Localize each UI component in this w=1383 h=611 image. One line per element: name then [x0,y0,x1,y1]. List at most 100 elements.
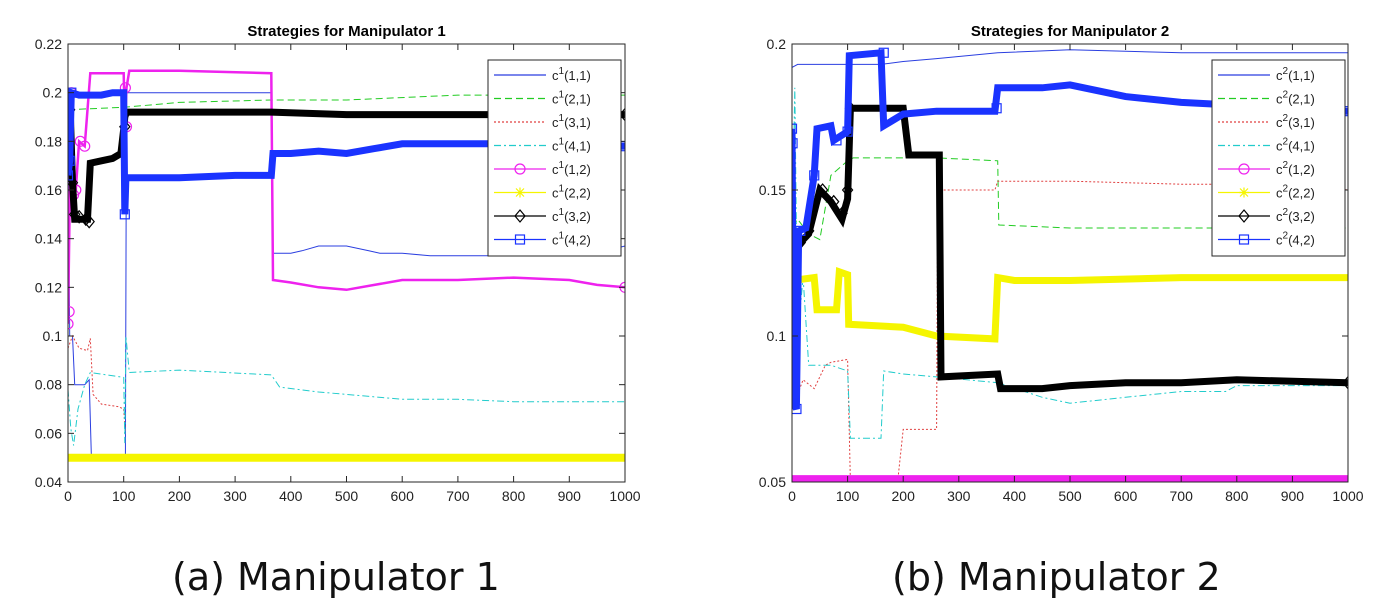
series-c2-3-2-marker [1342,375,1348,390]
legend-marker [1238,209,1250,223]
y-tick-label: 0.12 [35,279,62,295]
legend-label: c2(3,1) [1276,113,1315,130]
chart-manipulator-1: Strategies for Manipulator 1 0 100 200 300 40… [35,23,641,504]
x-tick-label: 700 [446,488,470,504]
legend: c2(1,1) c2(2,1) c2(3,1) c2(4,1) c2(1,2) c2(2,… [1211,59,1346,257]
panel-manipulator-1: Strategies for Manipulator 1 0 100 200 300 40… [35,23,641,599]
series-c1-4-2-line [68,88,625,215]
panel-manipulator-2: Strategies for Manipulator 2 0 100 200 300 40… [692,0,1383,611]
x-tick-label: 400 [279,488,303,504]
series-c1-1-2-marker [68,306,75,318]
x-tick-label: 200 [168,488,192,504]
series-c2-4-2-marker [795,225,806,236]
chart-title: Strategies for Manipulator 1 [247,23,445,40]
series-c2-4-2-marker [809,170,820,181]
legend-label: c1(4,2) [552,231,591,248]
y-tick-label: 0.1 [767,328,787,344]
series-c2-4-2-marker [842,126,853,137]
series-c2-3-1-line [792,180,1348,482]
x-tick-label: 100 [112,488,136,504]
legend-marker [515,187,525,198]
x-tick-label: 300 [223,488,247,504]
series-c1-4-2-marker [68,170,74,181]
legend-label: c1(1,2) [552,160,591,177]
legend: c1(1,1) c1(2,1) c1(3,1) c1(4,1) c1(1,2) c1(2,… [487,59,622,257]
y-tick-label: 0.05 [759,474,786,490]
y-tick-label: 0.2 [43,85,63,101]
series-c1-1-2-marker [79,140,91,152]
series-c2-2-2-line [792,266,1348,343]
legend-label: c2(2,2) [1276,184,1315,201]
x-tick-label: 500 [1058,488,1082,504]
x-tick-label: 1000 [1332,488,1363,504]
chart-title: Strategies for Manipulator 2 [971,23,1169,40]
x-tick-label: 0 [788,488,796,504]
legend-marker [514,234,526,245]
y-tick-label: 0.06 [35,425,62,441]
legend-label: c1(2,2) [552,184,591,201]
x-tick-label: 800 [1225,488,1249,504]
legend-marker [1238,234,1250,245]
y-tick-label: 0.2 [767,36,787,52]
y-tick-label: 0.22 [35,36,62,52]
x-tick-label: 800 [502,488,526,504]
series-c2-1-1-line [792,49,1348,68]
x-tick-label: 500 [335,488,359,504]
legend-label: c1(1,1) [552,66,591,83]
series-c1-3-1-line [68,334,126,434]
series-c2-4-1-line [792,87,1348,439]
x-tick-label: 200 [892,488,916,504]
series-c2-4-2-marker [792,398,799,409]
caption-manipulator-2: (b) Manipulator 2 [892,555,1221,599]
y-tick-label: 0.1 [43,328,63,344]
series-c1-3-2-marker [619,107,625,122]
legend-label: c1(3,1) [552,113,591,130]
x-tick-label: 1000 [609,488,640,504]
series-c1-4-1-line [68,335,625,446]
legend-label: c2(1,1) [1276,66,1315,83]
series-c2-4-2-marker [792,138,798,149]
series-c1-1-1-line [68,92,625,459]
x-tick-label: 600 [391,488,415,504]
y-tick-label: 0.16 [35,182,62,198]
series-c1-4-2-marker [68,87,77,98]
series-c1-1-2-marker [68,318,74,330]
x-tick-label: 300 [947,488,971,504]
caption-manipulator-1: (a) Manipulator 1 [172,555,500,599]
legend-label: c2(4,1) [1276,137,1315,154]
legend-label: c2(1,2) [1276,160,1315,177]
y-tick-label: 0.04 [35,474,62,490]
series-c2-3-2-line [792,104,1348,393]
x-tick-label: 0 [64,488,72,504]
series-c2-3-2-marker [816,183,829,197]
legend-box [1211,59,1346,257]
legend-label: c1(3,2) [552,207,591,224]
y-tick-label: 0.08 [35,377,62,393]
series-c2-3-2-marker [841,183,854,197]
series-c2-4-2-marker [792,403,802,415]
legend-label: c2(2,1) [1276,90,1315,107]
series-c1-4-2-marker [68,155,75,166]
series-c1-3-2-marker [73,209,85,224]
series-c2-4-2-marker [831,135,842,146]
series-group [68,69,625,462]
x-tick-label: 100 [836,488,860,504]
chart-manipulator-2: Strategies for Manipulator 2 0 100 200 300 40… [759,23,1364,504]
series-c1-3-2-marker [83,214,95,229]
x-tick-label: 600 [1114,488,1138,504]
y-tick-label: 0.15 [759,182,786,198]
series-c1-3-2-marker [80,212,92,227]
y-tick-label: 0.14 [35,231,62,247]
x-tick-label: 900 [558,488,582,504]
legend-marker [1239,187,1249,198]
x-tick-label: 900 [1281,488,1305,504]
series-c2-4-2-marker [878,47,889,58]
series-c2-4-2-marker [792,123,798,134]
y-tick-label: 0.18 [35,133,62,149]
legend-marker [1238,163,1250,175]
x-tick-label: 700 [1170,488,1194,504]
legend-marker [514,209,526,223]
legend-label: c2(4,2) [1276,231,1315,248]
legend-marker [514,163,526,175]
legend-label: c2(3,2) [1276,207,1315,224]
